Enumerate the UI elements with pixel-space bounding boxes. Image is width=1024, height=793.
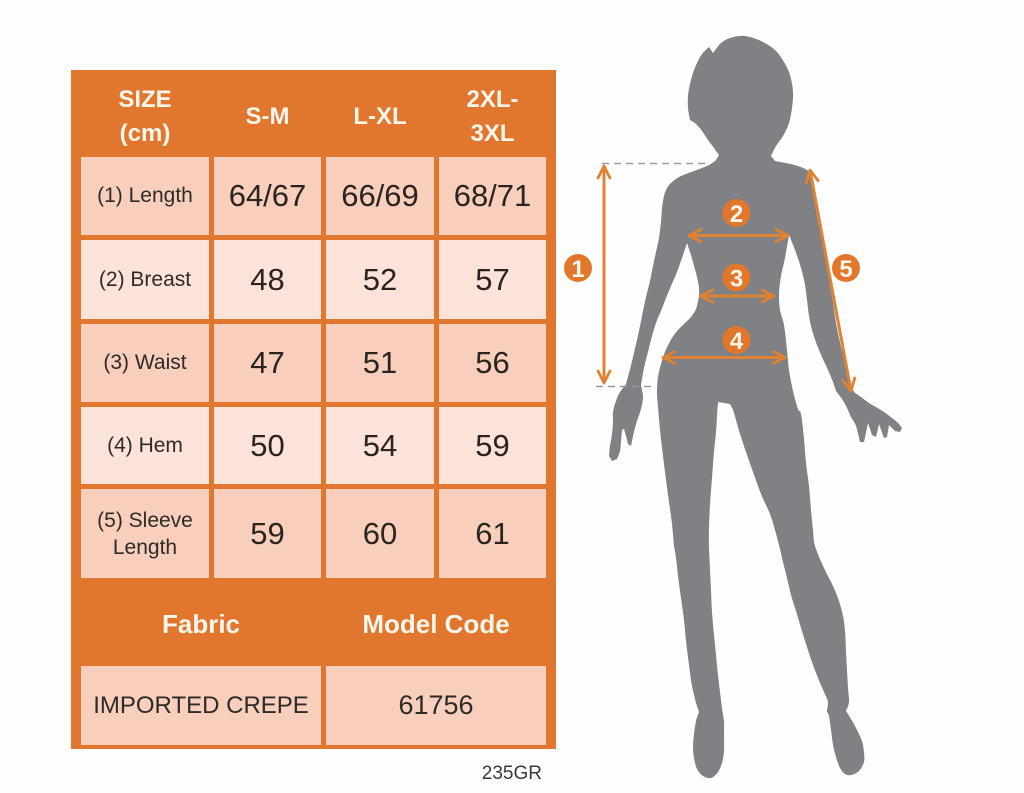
svg-text:4: 4 [730,328,744,355]
svg-text:1: 1 [571,256,584,283]
svg-text:2: 2 [730,201,743,228]
svg-text:3: 3 [730,266,743,293]
svg-text:5: 5 [839,256,852,283]
